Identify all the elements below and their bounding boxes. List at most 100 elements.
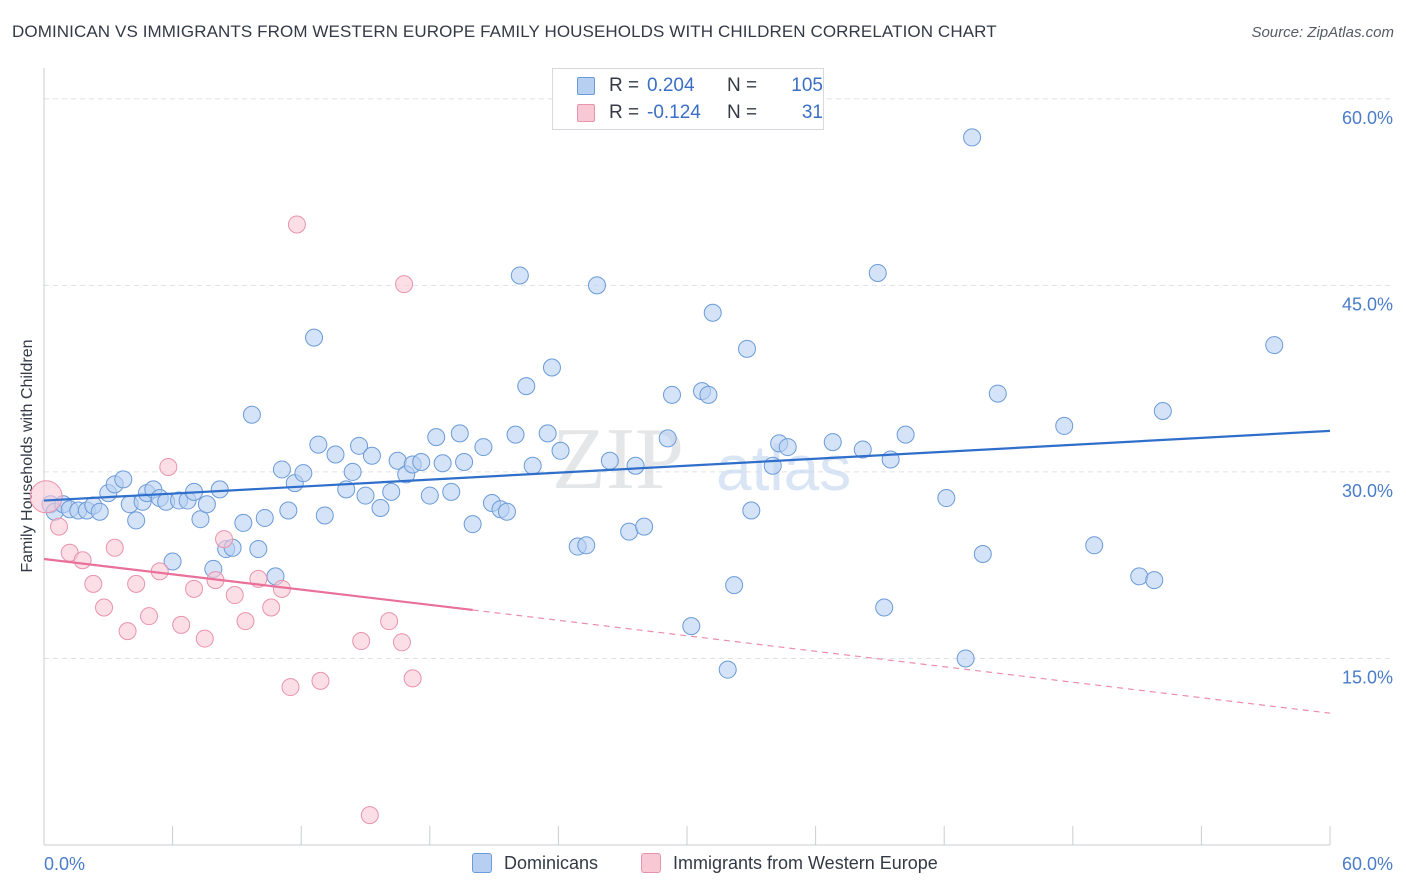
point-dominicans	[725, 576, 744, 595]
point-dominicans	[853, 440, 872, 459]
point-western-europe	[118, 622, 137, 641]
point-western-europe	[172, 615, 191, 634]
bottom-legend-label: Immigrants from Western Europe	[673, 853, 938, 873]
point-western-europe	[73, 551, 92, 570]
point-western-europe	[140, 607, 159, 626]
legend-r-label: R =	[609, 102, 640, 123]
point-western-europe	[311, 671, 330, 690]
point-dominicans	[242, 405, 261, 424]
point-dominicans	[510, 266, 529, 285]
point-dominicans	[1265, 336, 1284, 355]
point-dominicans	[703, 303, 722, 322]
point-dominicans	[896, 425, 915, 444]
point-western-europe	[159, 457, 178, 476]
point-dominicans	[506, 425, 525, 444]
point-dominicans	[635, 517, 654, 536]
x-tick-label-min: 0.0%	[44, 854, 85, 874]
point-dominicans	[718, 660, 737, 679]
legend-r-value: 0.204	[647, 75, 695, 96]
point-dominicans	[875, 598, 894, 617]
source-note: Source: ZipAtlas.com	[1251, 24, 1394, 41]
point-western-europe	[281, 678, 300, 697]
point-dominicans	[249, 540, 268, 559]
tick-label-layer: 15.0% 30.0% 45.0% 60.0% 0.0% 60.0%	[44, 108, 1393, 874]
point-dominicans	[620, 522, 639, 541]
point-dominicans	[371, 498, 390, 517]
point-dominicans	[542, 358, 561, 377]
point-western-europe	[84, 574, 103, 593]
point-dominicans	[90, 502, 109, 521]
point-western-europe	[185, 579, 204, 598]
point-western-europe	[360, 806, 379, 825]
point-dominicans	[197, 495, 216, 514]
point-dominicans	[682, 617, 701, 636]
point-dominicans	[823, 433, 842, 452]
legend-swatch-western-europe	[577, 104, 595, 122]
point-dominicans	[517, 377, 536, 396]
point-dominicans	[294, 464, 313, 483]
y-tick-label: 60.0%	[1342, 108, 1393, 128]
legend-n-label: N =	[727, 102, 758, 123]
point-dominicans	[626, 456, 645, 475]
point-western-europe	[403, 669, 422, 688]
trendline-dominicans	[43, 429, 1331, 502]
point-dominicans	[973, 545, 992, 564]
legend-swatch-dominicans	[577, 77, 595, 95]
legend-n-value: 105	[791, 75, 823, 96]
legend-n-label: N =	[727, 75, 758, 96]
point-dominicans	[963, 128, 982, 147]
point-western-europe	[392, 633, 411, 652]
point-dominicans	[587, 276, 606, 295]
point-dominicans	[1130, 567, 1149, 586]
point-dominicans	[309, 435, 328, 454]
point-dominicans	[191, 510, 210, 529]
legend-r-label: R =	[609, 75, 640, 96]
x-tick-label-max: 60.0%	[1342, 854, 1393, 874]
point-western-europe	[225, 586, 244, 605]
points-layer	[29, 128, 1284, 825]
point-western-europe	[352, 632, 371, 651]
point-dominicans	[279, 501, 298, 520]
point-dominicans	[577, 536, 596, 555]
point-dominicans	[738, 339, 757, 358]
point-western-europe	[29, 480, 63, 514]
point-dominicans	[210, 480, 229, 499]
point-western-europe	[215, 530, 234, 549]
point-dominicans	[1055, 416, 1074, 435]
point-dominicans	[956, 649, 975, 668]
point-dominicans	[523, 456, 542, 475]
point-dominicans	[255, 508, 274, 527]
point-dominicans	[350, 436, 369, 455]
point-western-europe	[95, 598, 114, 617]
point-western-europe	[105, 538, 124, 557]
y-tick-label: 15.0%	[1342, 667, 1393, 687]
point-western-europe	[395, 275, 414, 294]
point-western-europe	[127, 574, 146, 593]
point-dominicans	[433, 454, 452, 473]
point-dominicans	[474, 438, 493, 457]
point-western-europe	[380, 612, 399, 631]
point-dominicans	[1085, 536, 1104, 555]
point-western-europe	[287, 215, 306, 234]
chart-title: DOMINICAN VS IMMIGRANTS FROM WESTERN EUR…	[12, 22, 997, 41]
point-dominicans	[356, 486, 375, 505]
point-dominicans	[778, 438, 797, 457]
grid-layer	[44, 98, 1394, 659]
point-dominicans	[742, 501, 761, 520]
point-dominicans	[362, 446, 381, 465]
point-dominicans	[326, 445, 345, 464]
legend-r-value: -0.124	[647, 102, 701, 123]
point-dominicans	[412, 452, 431, 471]
point-dominicans	[427, 428, 446, 447]
point-dominicans	[163, 552, 182, 571]
trend-layer	[43, 429, 1331, 714]
trendline-western-europe	[43, 557, 473, 612]
point-dominicans	[127, 511, 146, 530]
point-dominicans	[658, 429, 677, 448]
y-tick-label: 30.0%	[1342, 481, 1393, 501]
point-dominicans	[463, 515, 482, 534]
point-dominicans	[420, 486, 439, 505]
legend-n-value: 31	[801, 102, 823, 123]
point-dominicans	[343, 462, 362, 481]
